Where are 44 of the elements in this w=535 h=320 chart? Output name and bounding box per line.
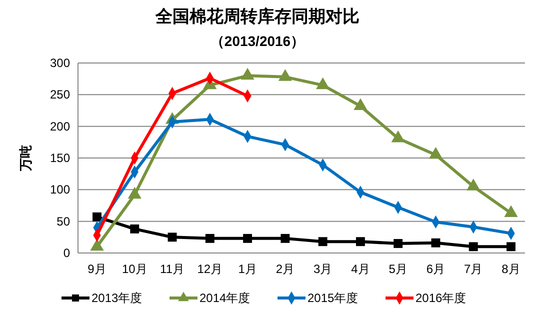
point: [428, 146, 443, 159]
x-tick-label: 9月: [88, 262, 106, 276]
y-tick-label: 150: [50, 151, 70, 165]
y-tick-label: 50: [56, 214, 70, 228]
point: [240, 68, 254, 80]
point: [130, 224, 140, 234]
chart-subtitle: （2013/2016）: [210, 33, 305, 49]
x-tick-label: 1月: [238, 262, 257, 276]
x-tick-label: 8月: [502, 262, 520, 276]
point: [431, 238, 440, 248]
point: [318, 237, 328, 246]
legend-label: 2015年度: [308, 291, 358, 305]
point: [506, 242, 516, 252]
y-tick-label: 100: [50, 182, 70, 197]
x-tick-label: 11月: [160, 262, 185, 276]
point: [92, 212, 102, 222]
point: [356, 237, 365, 246]
point: [280, 234, 290, 243]
x-tick-label: 6月: [426, 262, 446, 276]
legend-label: 2013年度: [92, 291, 142, 305]
point: [391, 130, 405, 142]
point: [354, 98, 368, 110]
x-tick-label: 5月: [388, 262, 408, 276]
x-tick-label: 12月: [197, 262, 223, 276]
point: [168, 232, 177, 242]
x-tick-label: 7月: [464, 262, 483, 276]
y-tick-label: 300: [50, 56, 70, 70]
x-tick-label: 4月: [351, 262, 370, 276]
point: [278, 69, 292, 81]
chart-title: 全国棉花周转库存同期对比: [154, 7, 360, 26]
y-tick-label: 0: [63, 246, 70, 260]
y-tick-label: 200: [50, 119, 70, 134]
point: [394, 239, 403, 248]
x-tick-label: 3月: [313, 262, 332, 276]
point: [468, 242, 478, 252]
x-tick-label: 10月: [122, 262, 148, 276]
y-axis-title: 万吨: [18, 145, 33, 172]
legend-label: 2016年度: [416, 291, 466, 305]
point: [243, 234, 252, 243]
x-tick-label: 2月: [276, 262, 295, 276]
point: [316, 77, 330, 90]
point: [205, 234, 214, 243]
legend-label: 2014年度: [200, 291, 250, 305]
y-tick-label: 250: [50, 88, 70, 102]
